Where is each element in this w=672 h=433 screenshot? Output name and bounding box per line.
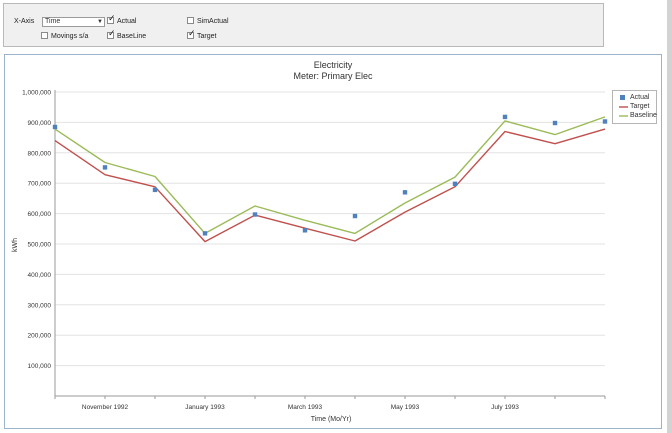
actual-checkbox-label: Actual (117, 18, 137, 25)
legend-label-baseline: Baseline (630, 112, 657, 119)
chart-options-panel: X-Axis Time ▼ ✓ Actual SimActual Movings… (3, 3, 604, 47)
vertical-scrollbar[interactable] (667, 0, 672, 433)
x-axis-title: Time (Mo/Yr) (311, 416, 352, 423)
checkmark-icon: ✓ (108, 28, 116, 38)
y-tick-label: 400,000 (28, 272, 52, 279)
target-checkbox[interactable]: ✓ (187, 28, 196, 39)
simactual-checkbox-label: SimActual (197, 18, 229, 25)
baseline-checkbox-label: BaseLine (117, 33, 147, 40)
movings-checkbox-label: Movings s/a (51, 33, 89, 40)
y-tick-label: 600,000 (28, 211, 52, 218)
xaxis-select[interactable]: Time ▼ (42, 17, 105, 27)
legend-marker-actual (620, 95, 625, 100)
series-point-actual (402, 190, 408, 195)
series-point-actual (202, 231, 208, 236)
baseline-checkbox[interactable]: ✓ (107, 28, 116, 39)
series-point-actual (102, 165, 108, 170)
x-tick-label: July 1993 (491, 404, 519, 411)
series-point-actual (352, 213, 358, 219)
checkmark-icon: ✓ (188, 28, 196, 38)
y-tick-label: 900,000 (28, 120, 52, 127)
chevron-down-icon: ▼ (97, 19, 103, 25)
y-tick-label: 300,000 (28, 302, 52, 309)
legend-label-target: Target (630, 103, 650, 110)
legend-line-target (619, 106, 628, 108)
series-point-actual (252, 212, 258, 217)
series-point-actual (302, 228, 308, 233)
grid-lines (55, 91, 605, 367)
series-layer (52, 114, 608, 243)
target-checkbox-label: Target (197, 33, 217, 40)
movings-checkbox[interactable] (41, 32, 48, 39)
x-tick-label: May 1993 (391, 404, 420, 411)
series-point-actual (502, 114, 508, 120)
xaxis-select-value: Time (45, 18, 61, 25)
axes: 1,000,000 900,000 800,000 700,000 600,000 500… (22, 90, 606, 411)
series-line-baseline (54, 116, 606, 235)
y-tick-label: 1,000,000 (22, 90, 51, 97)
y-tick-label: 100,000 (28, 363, 52, 370)
chart-panel: Electricity Meter: Primary Elec Time (Mo… (4, 54, 662, 429)
chart-legend: Actual Target Baseline (612, 90, 657, 124)
y-axis-title: kWh (12, 238, 19, 252)
x-tick-label: January 1993 (185, 404, 225, 411)
series-point-actual (452, 181, 458, 187)
legend-line-baseline (619, 115, 628, 117)
y-tick-label: 800,000 (28, 150, 52, 157)
chart-svg: Electricity Meter: Primary Elec Time (Mo… (12, 60, 608, 423)
chart-subtitle: Meter: Primary Elec (293, 71, 373, 81)
y-tick-label: 500,000 (28, 242, 52, 249)
scrollbar-thumb[interactable] (667, 0, 672, 433)
simactual-checkbox[interactable] (187, 17, 194, 24)
checkmark-icon: ✓ (108, 13, 116, 23)
y-tick-label: 700,000 (28, 181, 52, 188)
xaxis-label: X-Axis (14, 18, 35, 25)
x-tick-label: March 1993 (288, 404, 323, 411)
series-point-actual (552, 120, 558, 126)
series-line-target (54, 128, 606, 243)
series-point-actual (152, 187, 158, 193)
x-tick-label: November 1992 (82, 404, 129, 411)
legend-label-actual: Actual (630, 94, 650, 101)
series-point-actual (602, 119, 608, 124)
y-tick-label: 200,000 (28, 333, 52, 340)
chart-title: Electricity (314, 60, 353, 70)
series-point-actual (52, 124, 58, 130)
actual-checkbox[interactable]: ✓ (107, 13, 116, 24)
